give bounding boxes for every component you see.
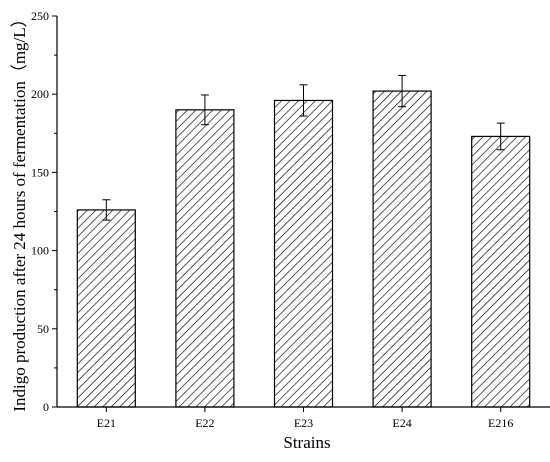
error-bar-e21 — [102, 199, 111, 221]
error-bar-e216 — [496, 122, 505, 151]
y-tick-label: 200 — [31, 87, 49, 101]
axes-group: E21 E22 E23 E24 E216 0 50 100 150 200 250 — [31, 9, 550, 430]
error-bar-e24 — [398, 74, 407, 108]
bar-e23 — [273, 99, 334, 408]
y-tick-label: 250 — [31, 9, 49, 23]
x-axis-title: Strains — [283, 433, 330, 452]
x-tick-label-e216: E216 — [488, 416, 513, 430]
y-tick-label: 0 — [43, 400, 49, 414]
bar-e216 — [471, 135, 531, 408]
x-tick-label-e22: E22 — [195, 416, 214, 430]
error-bar-e22 — [200, 94, 209, 126]
y-tick-label: 100 — [31, 244, 49, 258]
error-bar-e23 — [299, 84, 308, 117]
y-tick-label: 150 — [31, 165, 49, 179]
x-tick-label-e21: E21 — [97, 416, 116, 430]
y-axis-title: Indigo production after 24 hours of ferm… — [10, 10, 29, 411]
error-bars-group — [102, 74, 505, 221]
x-tick-label-e23: E23 — [294, 416, 313, 430]
y-tick-label: 50 — [37, 322, 49, 336]
bar-e22 — [175, 109, 235, 408]
bar-e24 — [372, 90, 432, 408]
bars-group — [76, 90, 531, 408]
x-tick-label-e24: E24 — [392, 416, 411, 430]
bar-e21 — [76, 209, 136, 408]
